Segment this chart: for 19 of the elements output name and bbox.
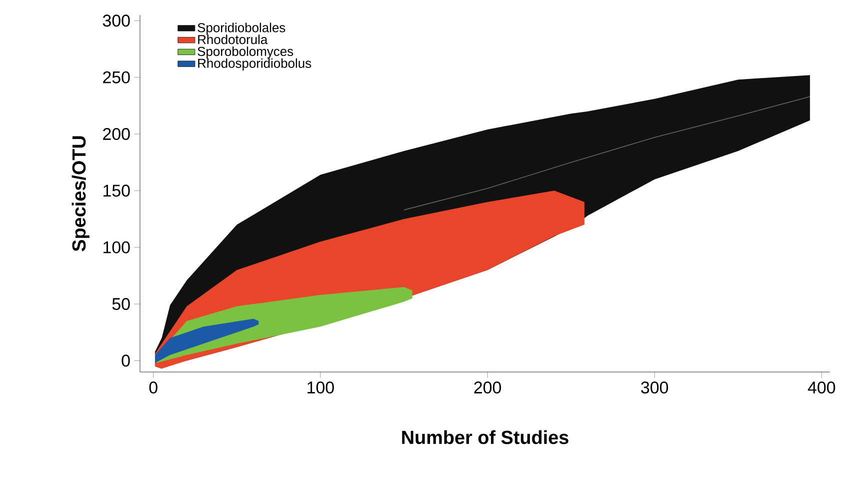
- x-tick-label: 0: [149, 381, 158, 394]
- y-tick-label: 50: [112, 298, 130, 310]
- legend-label: Rhodosporidiobolus: [198, 58, 312, 70]
- y-tick-label: 300: [102, 14, 130, 27]
- y-axis-title: Species/OTU: [72, 136, 90, 252]
- y-tick-label: 100: [104, 241, 130, 254]
- legend-label: Rhodotorula: [198, 34, 268, 44]
- y-tick-label: 0: [122, 354, 130, 367]
- x-tick-label: 200: [474, 381, 501, 394]
- x-tick-label: 400: [808, 381, 836, 394]
- y-tick-label: 200: [103, 128, 130, 140]
- line-series: [404, 96, 810, 210]
- y-tick-label: 150: [104, 184, 130, 197]
- legend-label: Sporidiobolales: [198, 22, 286, 35]
- legend-label: Sporobolomyces: [198, 46, 294, 59]
- y-tick-label: 250: [103, 71, 130, 84]
- x-axis-title: Number of Studies: [402, 430, 568, 444]
- x-tick-label: 100: [308, 381, 334, 394]
- x-tick-label: 300: [641, 381, 668, 394]
